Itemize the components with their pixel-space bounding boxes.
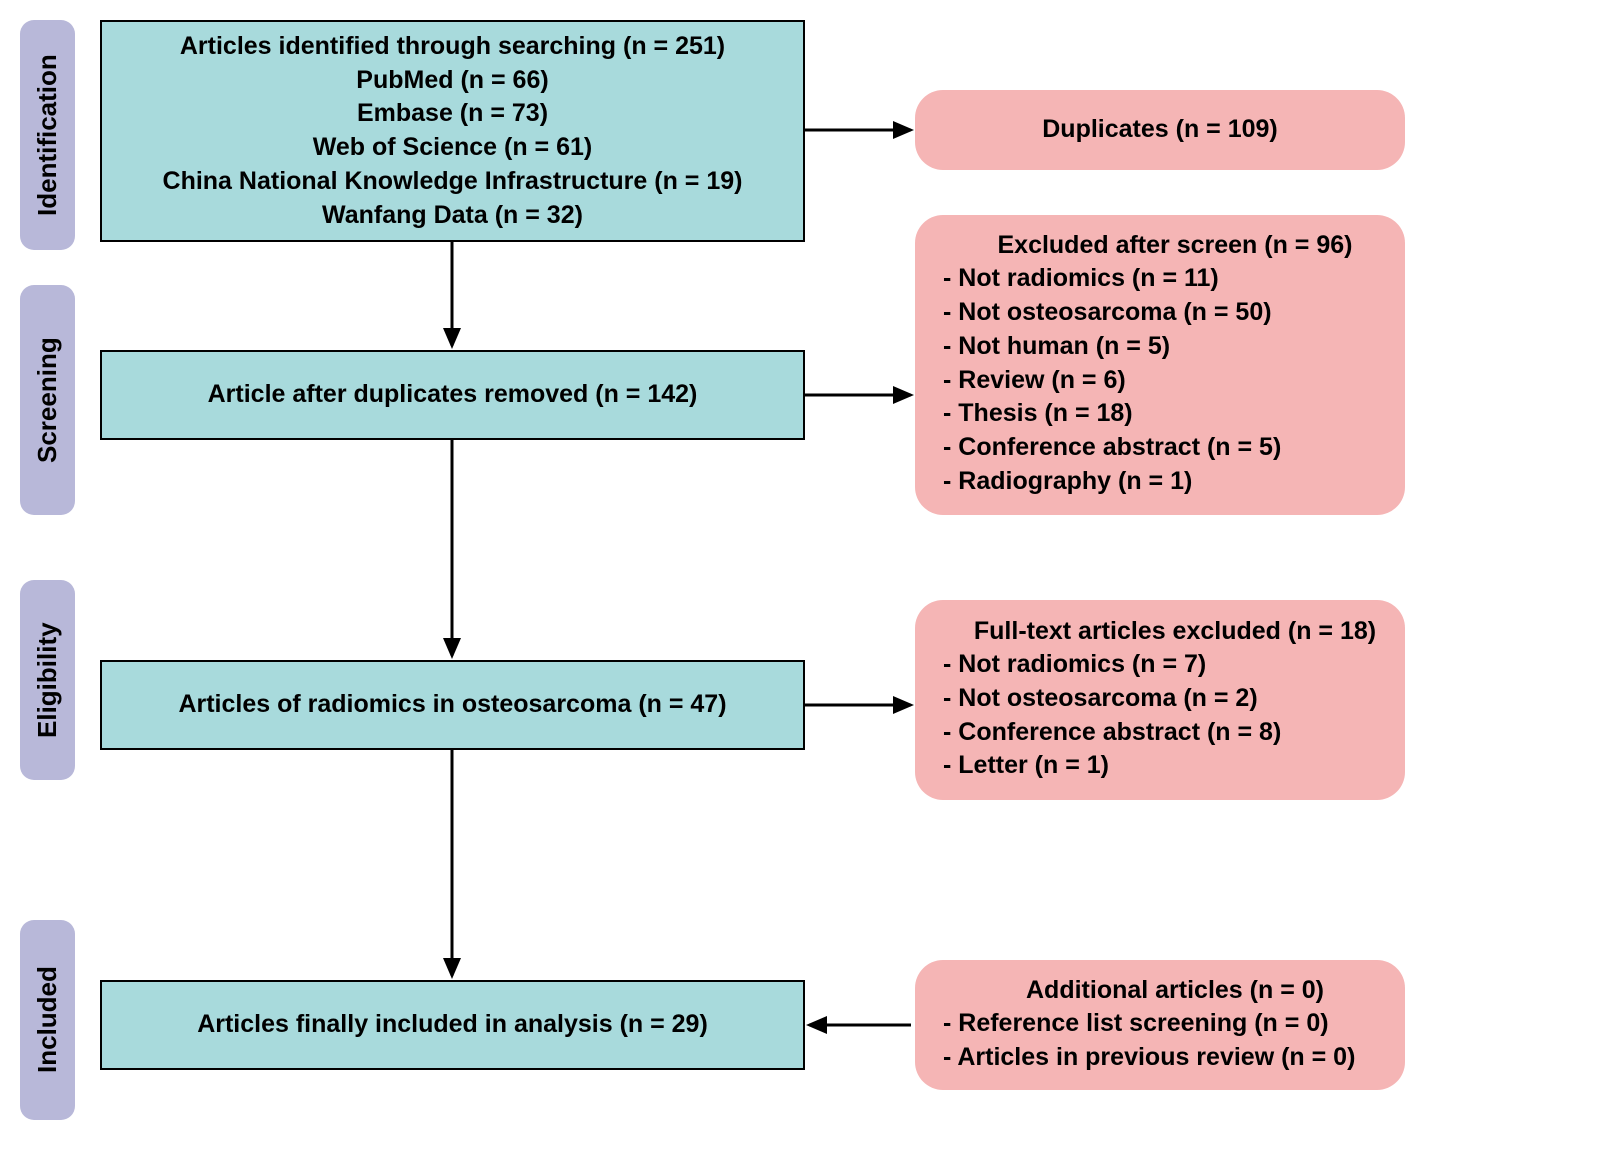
prisma-flowchart: Identification Screening Eligibility Includ… bbox=[20, 20, 1580, 1136]
stage-label-included: Included bbox=[20, 920, 75, 1120]
side-box-side1: Duplicates (n = 109) bbox=[915, 90, 1405, 170]
box-line: Articles of radiomics in osteosarcoma (n… bbox=[178, 688, 726, 722]
side-box-item: - Not radiomics (n = 7) bbox=[943, 648, 1377, 682]
side-box-item: - Thesis (n = 18) bbox=[943, 397, 1377, 431]
side-box-item: - Conference abstract (n = 8) bbox=[943, 716, 1377, 750]
side-box-item: - Radiography (n = 1) bbox=[943, 465, 1377, 499]
box-line: Web of Science (n = 61) bbox=[313, 131, 592, 165]
main-box-box4: Articles finally included in analysis (n… bbox=[100, 980, 805, 1070]
stage-label-text: Identification bbox=[32, 54, 63, 216]
box-line: Articles finally included in analysis (n… bbox=[197, 1008, 708, 1042]
stage-label-screening: Screening bbox=[20, 285, 75, 515]
side-box-side2: Excluded after screen (n = 96)- Not radi… bbox=[915, 215, 1405, 515]
main-box-box3: Articles of radiomics in osteosarcoma (n… bbox=[100, 660, 805, 750]
stage-label-identification: Identification bbox=[20, 20, 75, 250]
stage-label-text: Screening bbox=[32, 337, 63, 463]
side-box-item: - Review (n = 6) bbox=[943, 364, 1377, 398]
side-box-title: Full-text articles excluded (n = 18) bbox=[943, 617, 1377, 646]
side-box-title: Excluded after screen (n = 96) bbox=[943, 231, 1377, 260]
box-line: Embase (n = 73) bbox=[357, 97, 548, 131]
side-box-side3: Full-text articles excluded (n = 18)- No… bbox=[915, 600, 1405, 800]
main-box-box1: Articles identified through searching (n… bbox=[100, 20, 805, 242]
side-box-item: Duplicates (n = 109) bbox=[1042, 113, 1278, 147]
side-box-side4: Additional articles (n = 0)- Reference l… bbox=[915, 960, 1405, 1090]
stage-label-text: Eligibility bbox=[32, 622, 63, 738]
stage-label-text: Included bbox=[32, 967, 63, 1074]
box-line: PubMed (n = 66) bbox=[356, 64, 548, 98]
side-box-item: - Conference abstract (n = 5) bbox=[943, 431, 1377, 465]
side-box-item: - Articles in previous review (n = 0) bbox=[943, 1041, 1377, 1075]
main-box-box2: Article after duplicates removed (n = 14… bbox=[100, 350, 805, 440]
side-box-item: - Not osteosarcoma (n = 50) bbox=[943, 296, 1377, 330]
box-line: China National Knowledge Infrastructure … bbox=[163, 165, 743, 199]
side-box-item: - Not radiomics (n = 11) bbox=[943, 262, 1377, 296]
side-box-item: - Not osteosarcoma (n = 2) bbox=[943, 682, 1377, 716]
side-box-item: - Not human (n = 5) bbox=[943, 330, 1377, 364]
box-line: Articles identified through searching (n… bbox=[180, 30, 725, 64]
box-line: Article after duplicates removed (n = 14… bbox=[208, 378, 698, 412]
stage-label-eligibility: Eligibility bbox=[20, 580, 75, 780]
side-box-item: - Reference list screening (n = 0) bbox=[943, 1007, 1377, 1041]
box-line: Wanfang Data (n = 32) bbox=[322, 199, 583, 233]
side-box-title: Additional articles (n = 0) bbox=[943, 976, 1377, 1005]
side-box-item: - Letter (n = 1) bbox=[943, 749, 1377, 783]
